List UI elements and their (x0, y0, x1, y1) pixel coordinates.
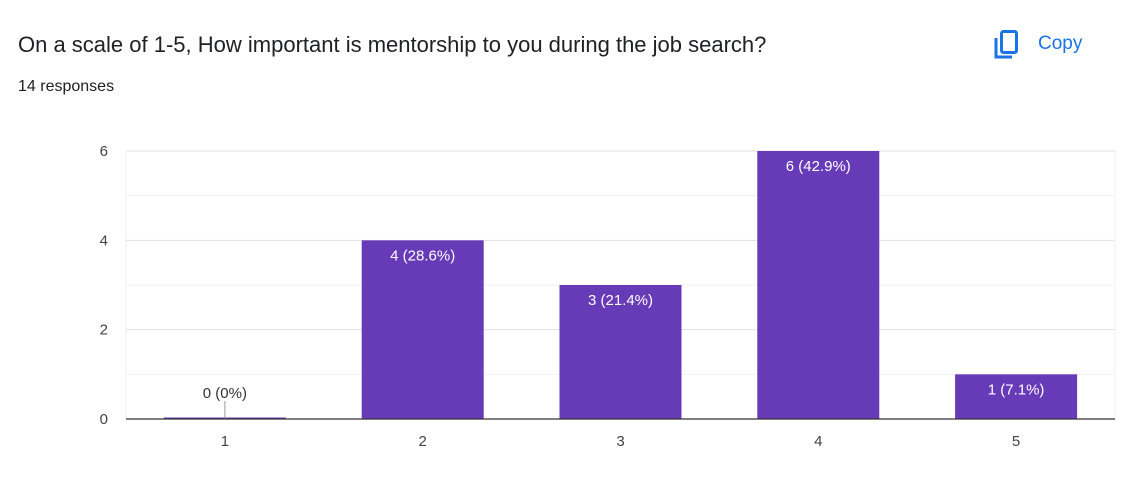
y-tick-label: 0 (100, 411, 108, 428)
y-tick-label: 2 (100, 322, 108, 339)
response-count: 14 responses (18, 78, 115, 95)
bar-data-label: 1 (7.1%) (988, 381, 1045, 398)
bar (757, 151, 880, 419)
bar-data-label: 6 (42.9%) (786, 158, 851, 175)
copy-label: Copy (1038, 33, 1083, 54)
question-title: On a scale of 1-5, How important is ment… (18, 32, 767, 57)
copy-button[interactable]: Copy (992, 28, 1082, 60)
y-tick-label: 4 (100, 232, 108, 249)
bar-data-label: 3 (21.4%) (588, 292, 653, 309)
x-tick-label: 3 (616, 433, 624, 450)
bar (955, 374, 1078, 419)
bar (559, 285, 682, 419)
bar-data-label: 0 (0%) (203, 385, 247, 402)
y-tick-label: 6 (100, 143, 108, 160)
x-tick-label: 4 (814, 433, 822, 450)
x-tick-label: 5 (1012, 433, 1020, 450)
copy-icon (992, 28, 1024, 60)
bar (361, 240, 484, 419)
x-tick-label: 1 (221, 433, 229, 450)
x-tick-label: 2 (419, 433, 427, 450)
bar-data-label: 4 (28.6%) (390, 247, 455, 264)
